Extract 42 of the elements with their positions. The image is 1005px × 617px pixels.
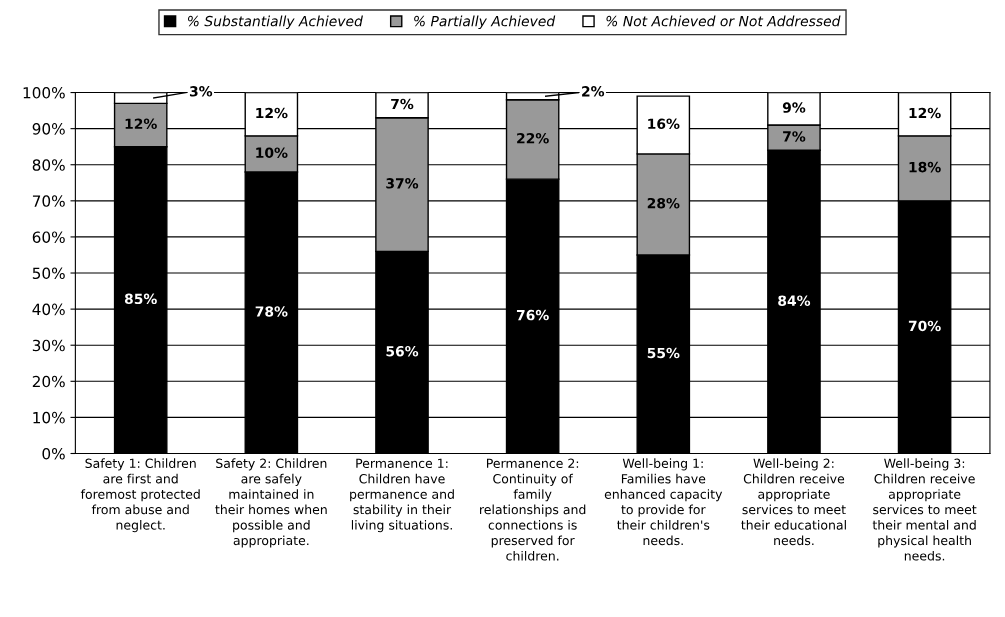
data-label: 56% xyxy=(386,345,419,357)
x-tick-label: Permanence 2: Continuity of family relationships and connections is preserved for children. xyxy=(480,458,586,561)
data-label: 12% xyxy=(909,107,941,119)
data-label: 16% xyxy=(648,118,680,130)
y-tick-label: 10% xyxy=(33,411,65,424)
y-tick-label: 90% xyxy=(32,123,65,135)
data-label: 18% xyxy=(909,161,941,173)
x-tick-label: Safety 2: Children are safely maintained in their homes when possible and appropriate. xyxy=(215,458,327,548)
data-label: 12% xyxy=(125,118,157,130)
data-label: 3% xyxy=(189,86,213,97)
data-label: 70% xyxy=(908,320,941,332)
data-label: 7% xyxy=(391,98,414,110)
data-label: 12% xyxy=(256,107,288,119)
data-label: 2% xyxy=(582,86,605,97)
y-tick-label: 50% xyxy=(32,267,65,280)
data-label: 10% xyxy=(256,147,288,158)
data-label: 9% xyxy=(782,102,806,113)
y-tick-label: 60% xyxy=(32,231,65,243)
x-tick-label: Well-being 3: Children receive appropriate services to meet their mental and physical health needs. xyxy=(872,458,977,561)
x-tick-label: Permanence 1: Children have permanence and stability in their living situations. xyxy=(350,458,454,533)
data-label: 78% xyxy=(255,306,288,317)
data-label: 7% xyxy=(783,131,806,142)
x-tick-label: Safety 1: Children are first and foremost protected from abuse and neglect. xyxy=(80,458,200,533)
y-tick-label: 70% xyxy=(32,195,65,207)
y-tick-label: 0% xyxy=(42,447,65,460)
y-tick-label: 100% xyxy=(23,87,65,99)
x-tick-label: Well-being 2: Children receive appropriate services to meet their educational needs. xyxy=(741,458,846,546)
y-tick-label: 80% xyxy=(32,159,65,171)
y-tick-label: 40% xyxy=(32,303,65,316)
data-label: 85% xyxy=(124,293,157,305)
y-tick-label: 20% xyxy=(32,375,65,388)
legend-label: % Substantially Achieved xyxy=(188,15,363,30)
legend-label: % Partially Achieved xyxy=(414,15,556,30)
data-label: 76% xyxy=(516,309,549,321)
data-label: 55% xyxy=(647,347,680,359)
legend-label: % Not Achieved or Not Addressed xyxy=(606,15,841,27)
data-label: 37% xyxy=(386,178,419,189)
y-tick-label: 30% xyxy=(32,339,65,352)
data-label: 84% xyxy=(778,295,811,306)
data-label: 28% xyxy=(647,197,680,209)
data-label: 22% xyxy=(517,133,549,144)
x-tick-label: Well-being 1: Families have enhanced capacity to provide for their children's needs. xyxy=(604,458,723,546)
